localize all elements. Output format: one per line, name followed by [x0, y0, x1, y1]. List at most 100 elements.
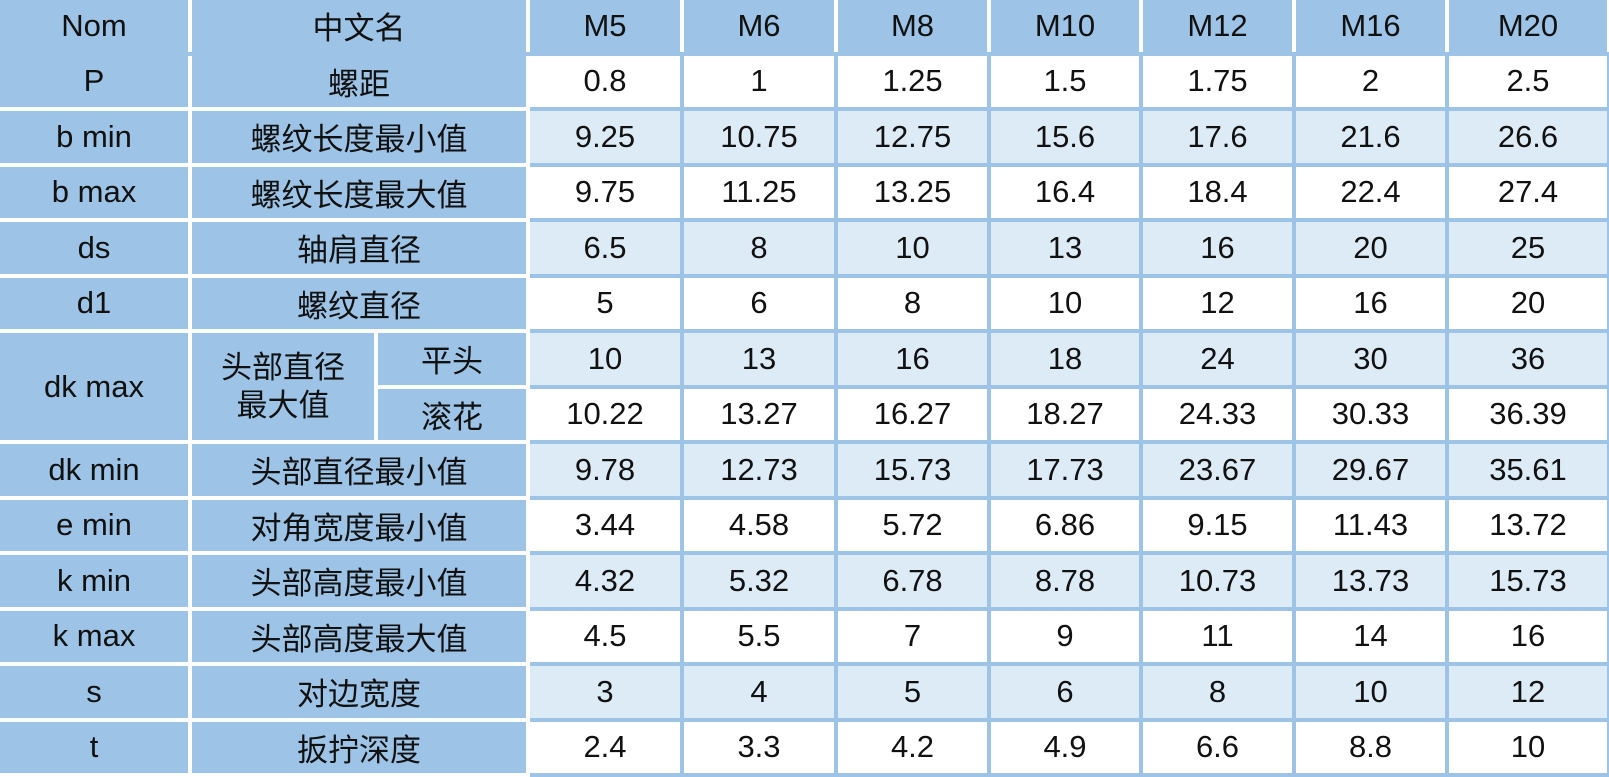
value-cell: 15.73: [1445, 551, 1609, 611]
value-cell: 6.6: [1139, 717, 1296, 777]
value-cell: 6.78: [834, 551, 991, 611]
value-cell: 24.33: [1139, 384, 1296, 444]
row-symbol: t: [0, 717, 192, 777]
table-row: t 扳拧深度 2.4 3.3 4.2 4.9 6.6 8.8 10: [0, 717, 1609, 777]
row-symbol: b max: [0, 162, 192, 222]
value-cell: 22.4: [1292, 162, 1449, 222]
header-size-M12: M12: [1139, 0, 1296, 56]
header-row: Nom 中文名 M5 M6 M8 M10 M12 M16 M20: [0, 0, 1609, 56]
row-symbol: ds: [0, 218, 192, 278]
value-cell: 4: [680, 662, 838, 722]
value-cell: 23.67: [1139, 440, 1296, 500]
table-row: b max 螺纹长度最大值 9.75 11.25 13.25 16.4 18.4 22.4 27…: [0, 162, 1609, 222]
value-cell: 18.27: [987, 384, 1143, 444]
row-symbol: b min: [0, 107, 192, 167]
value-cell: 35.61: [1445, 440, 1609, 500]
value-cell: 2.4: [526, 717, 684, 777]
value-cell: 13: [987, 218, 1143, 278]
cn-line-1: 头部直径: [221, 350, 345, 386]
value-cell: 10.22: [526, 384, 684, 444]
value-cell: 36: [1445, 329, 1609, 389]
header-size-M8: M8: [834, 0, 991, 56]
header-size-M20: M20: [1445, 0, 1609, 56]
value-cell: 16: [1445, 606, 1609, 666]
value-cell: 18.4: [1139, 162, 1296, 222]
value-cell: 2.5: [1445, 51, 1609, 111]
row-symbol: e min: [0, 495, 192, 555]
value-cell: 9: [987, 606, 1143, 666]
value-cell: 1.75: [1139, 51, 1296, 111]
value-cell: 9.75: [526, 162, 684, 222]
value-cell: 13.25: [834, 162, 991, 222]
value-cell: 30.33: [1292, 384, 1449, 444]
value-cell: 26.6: [1445, 107, 1609, 167]
value-cell: 15.73: [834, 440, 991, 500]
value-cell: 2: [1292, 51, 1449, 111]
value-cell: 5: [834, 662, 991, 722]
value-cell: 13: [680, 329, 838, 389]
table-row: dk max 头部直径 最大值 平头 10 13 16 18 24 30 36: [0, 329, 1609, 444]
value-cell: 10: [834, 218, 991, 278]
value-cell: 10: [526, 329, 684, 389]
value-cell: 5.5: [680, 606, 838, 666]
value-cell: 9.15: [1139, 495, 1296, 555]
value-cell: 12.75: [834, 107, 991, 167]
value-cell: 11.25: [680, 162, 838, 222]
header-size-M10: M10: [987, 0, 1143, 56]
cn-line-2: 最大值: [236, 387, 330, 423]
table-row: s 对边宽度 3 4 5 6 8 10 12: [0, 662, 1609, 722]
value-cell: 4.9: [987, 717, 1143, 777]
value-cell: 36.39: [1445, 384, 1609, 444]
row-chinese-name: 对边宽度: [188, 662, 530, 722]
value-cell: 13.73: [1292, 551, 1449, 611]
value-cell: 5: [526, 273, 684, 333]
table-row: b min 螺纹长度最小值 9.25 10.75 12.75 15.6 17.6 21.6 26…: [0, 107, 1609, 167]
value-cell: 4.58: [680, 495, 838, 555]
value-cell: 3.3: [680, 717, 838, 777]
table-row: d1 螺纹直径 5 6 8 10 12 16 20: [0, 273, 1609, 333]
table-row: ds 轴肩直径 6.5 8 10 13 16 20 25: [0, 218, 1609, 278]
value-cell: 30: [1292, 329, 1449, 389]
value-cell: 12: [1139, 273, 1296, 333]
value-cell: 4.2: [834, 717, 991, 777]
table-row: 滚花 10.22 13.27 16.27 18.27 24.33 30.33 36.39: [0, 384, 1609, 444]
value-cell: 8: [680, 218, 838, 278]
row-chinese-name: 螺距: [188, 51, 530, 111]
value-cell: 16: [1139, 218, 1296, 278]
value-cell: 12.73: [680, 440, 838, 500]
value-cell: 16.4: [987, 162, 1143, 222]
value-cell: 16: [834, 329, 991, 389]
value-cell: 24: [1139, 329, 1296, 389]
value-cell: 20: [1292, 218, 1449, 278]
table-row: dk min 头部直径最小值 9.78 12.73 15.73 17.73 23.67 29.…: [0, 440, 1609, 500]
header-size-M6: M6: [680, 0, 838, 56]
value-cell: 11.43: [1292, 495, 1449, 555]
value-cell: 12: [1445, 662, 1609, 722]
value-cell: 8: [1139, 662, 1296, 722]
value-cell: 21.6: [1292, 107, 1449, 167]
value-cell: 1: [680, 51, 838, 111]
value-cell: 4.32: [526, 551, 684, 611]
row-chinese-name: 螺纹长度最大值: [188, 162, 530, 222]
value-cell: 1.25: [834, 51, 991, 111]
value-cell: 11: [1139, 606, 1296, 666]
value-cell: 8.8: [1292, 717, 1449, 777]
row-symbol: dk max: [0, 329, 192, 444]
header-size-M5: M5: [526, 0, 684, 56]
value-cell: 16: [1292, 273, 1449, 333]
value-cell: 6.5: [526, 218, 684, 278]
value-cell: 6: [987, 662, 1143, 722]
value-cell: 5.72: [834, 495, 991, 555]
value-cell: 17.6: [1139, 107, 1296, 167]
row-chinese-name: 头部高度最小值: [188, 551, 530, 611]
value-cell: 8.78: [987, 551, 1143, 611]
value-cell: 3.44: [526, 495, 684, 555]
value-cell: 18: [987, 329, 1143, 389]
value-cell: 6: [680, 273, 838, 333]
row-chinese-name: 扳拧深度: [188, 717, 530, 777]
row-chinese-name: 对角宽度最小值: [188, 495, 530, 555]
row-chinese-name: 轴肩直径: [188, 218, 530, 278]
value-cell: 25: [1445, 218, 1609, 278]
table-row: e min 对角宽度最小值 3.44 4.58 5.72 6.86 9.15 11.43 13.…: [0, 495, 1609, 555]
